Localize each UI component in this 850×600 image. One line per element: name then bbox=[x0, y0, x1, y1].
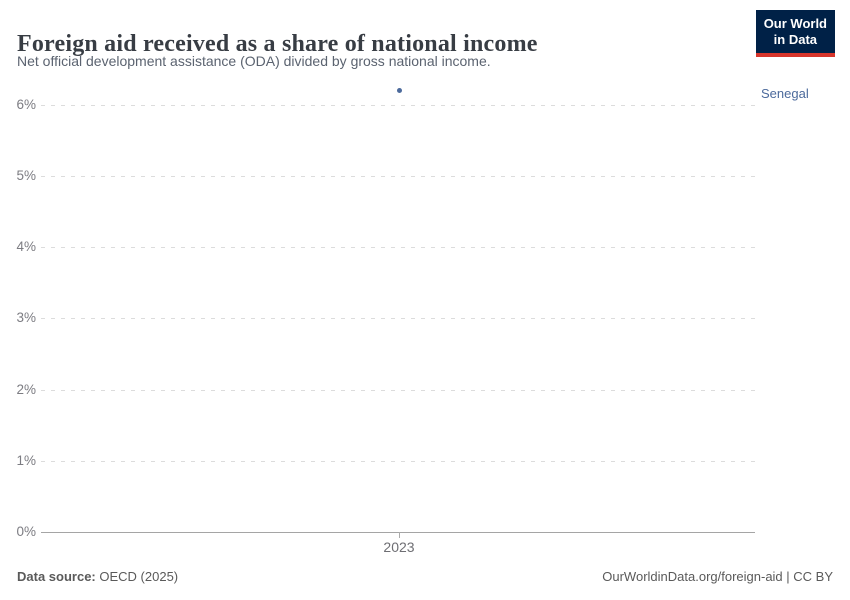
entity-label-senegal[interactable]: Senegal bbox=[761, 85, 809, 101]
y-gridline bbox=[41, 389, 755, 391]
owid-logo: Our World in Data bbox=[755, 10, 835, 57]
y-axis-tick-label: 2% bbox=[16, 381, 36, 397]
owid-logo-line1: Our World bbox=[763, 16, 827, 31]
data-source-value: OECD (2025) bbox=[99, 569, 179, 584]
x-axis-tick-label: 2023 bbox=[383, 539, 415, 555]
y-axis-tick-label: 5% bbox=[16, 168, 36, 184]
x-axis-baseline bbox=[41, 532, 755, 533]
y-axis-tick-label: 0% bbox=[16, 524, 36, 539]
y-axis-tick-label: 1% bbox=[16, 452, 36, 468]
y-gridline bbox=[41, 247, 755, 249]
y-axis-tick-label: 6% bbox=[16, 96, 36, 112]
data-source-label: Data source: bbox=[17, 569, 96, 584]
y-gridline bbox=[41, 318, 755, 320]
credit-link[interactable]: OurWorldinData.org/foreign-aid | CC BY bbox=[602, 569, 833, 584]
x-axis-tick bbox=[398, 532, 400, 538]
y-gridline bbox=[41, 176, 755, 178]
y-gridline bbox=[41, 104, 755, 106]
chart-subtitle: Net official development assistance (ODA… bbox=[17, 53, 491, 69]
data-point-senegal[interactable] bbox=[396, 88, 402, 94]
y-axis-tick-label: 4% bbox=[16, 239, 36, 255]
owid-logo-line2: in Data bbox=[773, 32, 818, 47]
y-axis-tick-label: 3% bbox=[16, 310, 36, 326]
chart-title: Foreign aid received as a share of natio… bbox=[17, 31, 538, 58]
y-gridline bbox=[41, 460, 755, 462]
data-source-note[interactable]: Data source: OECD (2025) bbox=[17, 569, 178, 584]
